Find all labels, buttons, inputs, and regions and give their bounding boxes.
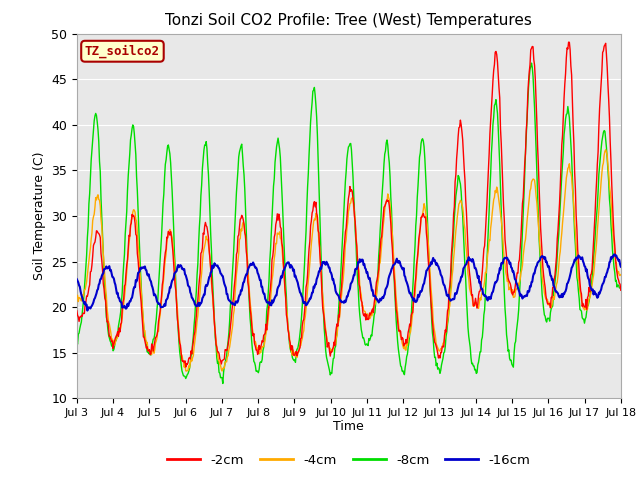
Y-axis label: Soil Temperature (C): Soil Temperature (C) [33, 152, 45, 280]
Title: Tonzi Soil CO2 Profile: Tree (West) Temperatures: Tonzi Soil CO2 Profile: Tree (West) Temp… [165, 13, 532, 28]
Text: TZ_soilco2: TZ_soilco2 [85, 45, 160, 58]
Legend: -2cm, -4cm, -8cm, -16cm: -2cm, -4cm, -8cm, -16cm [162, 448, 536, 472]
X-axis label: Time: Time [333, 420, 364, 432]
